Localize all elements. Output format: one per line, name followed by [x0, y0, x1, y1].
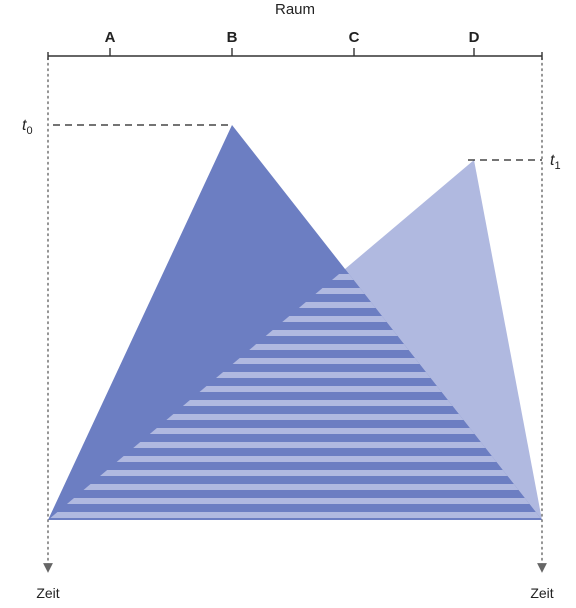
label-d: D	[469, 29, 480, 46]
t0-label: t0	[22, 117, 33, 137]
label-b: B	[227, 29, 238, 46]
t1-label: t1	[550, 152, 561, 172]
label-a: A	[105, 29, 116, 46]
spacetime-diagram: A B C D Raum t0 t1 Zeit Zeit	[0, 0, 576, 608]
space-label: Raum	[275, 1, 315, 18]
label-c: C	[349, 29, 360, 46]
time-label-left: Zeit	[36, 585, 59, 601]
time-label-right: Zeit	[530, 585, 553, 601]
